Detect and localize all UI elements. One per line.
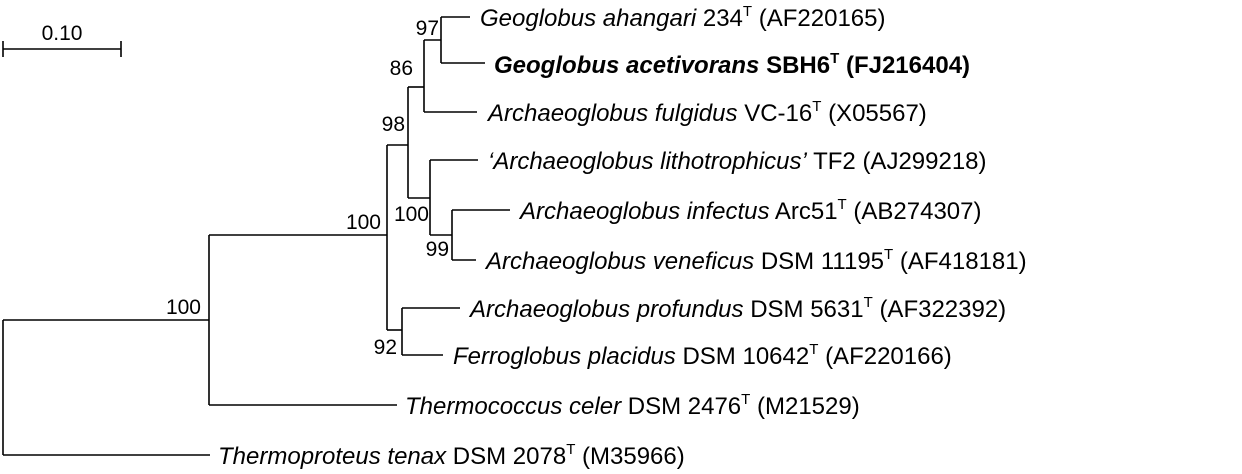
taxon-strain: TF2 [813,148,856,175]
bootstrap-value: 100 [346,211,381,234]
type-strain-mark: T [864,294,873,311]
bootstrap-value: 92 [374,336,397,359]
bootstrap-values: 97 86 98 100 99 100 92 100 [166,17,449,359]
type-strain-mark: T [741,391,750,408]
taxon-strain: Arc51 [775,198,838,225]
bootstrap-value: 100 [166,296,201,319]
taxon-accession: (AF322392) [879,296,1006,323]
taxon-label-archaeoglobus-lithotrophicus: ‘Archaeoglobus lithotrophicus’ TF2 (AJ29… [488,148,987,175]
taxon-accession: (AF418181) [900,248,1027,275]
taxon-accession: (AB274307) [853,198,981,225]
taxon-accession: (AF220166) [825,343,952,370]
taxon-strain: VC-16 [744,100,812,127]
taxon-name: Ferroglobus placidus [453,343,676,370]
taxon-name: Archaeoglobus fulgidus [486,100,738,127]
taxon-strain: 234 [703,5,743,32]
taxon-name: Thermoproteus tenax [218,443,447,470]
type-strain-mark: T [566,441,575,458]
type-strain-mark: T [812,98,821,115]
type-strain-mark: T [743,3,752,20]
taxon-name: Archaeoglobus infectus [518,198,770,225]
taxon-strain: DSM 2078 [453,443,566,470]
taxon-label-geoglobus-acetivorans: Geoglobus acetivorans SBH6T (FJ216404) [494,50,970,79]
bootstrap-value: 99 [426,238,449,261]
taxon-name: Geoglobus ahangari [480,5,697,32]
taxon-name: Thermococcus celer [405,393,622,420]
taxon-name: ‘Archaeoglobus lithotrophicus’ [488,148,808,175]
taxon-label-archaeoglobus-veneficus: Archaeoglobus veneficus DSM 11195T (AF41… [484,246,1027,275]
type-strain-mark: T [830,50,839,67]
taxon-strain: DSM 2476 [628,393,741,420]
bootstrap-value: 97 [416,17,439,40]
taxon-strain: DSM 10642 [682,343,809,370]
taxon-accession: (AF220165) [759,5,886,32]
taxon-name: Archaeoglobus veneficus [484,248,754,275]
bootstrap-value: 98 [382,113,405,136]
scale-bar-label: 0.10 [42,22,83,45]
taxon-label-ferroglobus-placidus: Ferroglobus placidus DSM 10642T (AF22016… [453,341,952,370]
taxon-label-archaeoglobus-infectus: Archaeoglobus infectus Arc51T (AB274307) [518,196,981,225]
taxon-strain: SBH6 [766,52,830,79]
taxon-label-thermococcus-celer: Thermococcus celer DSM 2476T (M21529) [405,391,860,420]
taxon-accession: (X05567) [828,100,927,127]
taxon-label-thermoproteus-tenax: Thermoproteus tenax DSM 2078T (M35966) [218,441,685,470]
taxon-labels: Geoglobus ahangari 234T (AF220165) Geogl… [218,3,1027,470]
bootstrap-value: 100 [394,203,429,226]
taxon-accession: (AJ299218) [862,148,986,175]
scale-bar: 0.10 [2,22,122,57]
type-strain-mark: T [838,196,847,213]
type-strain-mark: T [884,246,893,263]
taxon-accession: (FJ216404) [846,52,970,79]
taxon-accession: (M35966) [582,443,685,470]
tree-branches [2,16,510,456]
taxon-strain: DSM 5631 [750,296,863,323]
taxon-name: Geoglobus acetivorans [494,52,759,79]
taxon-label-archaeoglobus-fulgidus: Archaeoglobus fulgidus VC-16T (X05567) [486,98,927,127]
bootstrap-value: 86 [390,57,413,80]
taxon-label-geoglobus-ahangari: Geoglobus ahangari 234T (AF220165) [480,3,885,32]
taxon-label-archaeoglobus-profundus: Archaeoglobus profundus DSM 5631T (AF322… [468,294,1006,323]
taxon-name: Archaeoglobus profundus [468,296,744,323]
taxon-accession: (M21529) [757,393,860,420]
type-strain-mark: T [809,341,818,358]
taxon-strain: DSM 11195 [761,248,884,275]
